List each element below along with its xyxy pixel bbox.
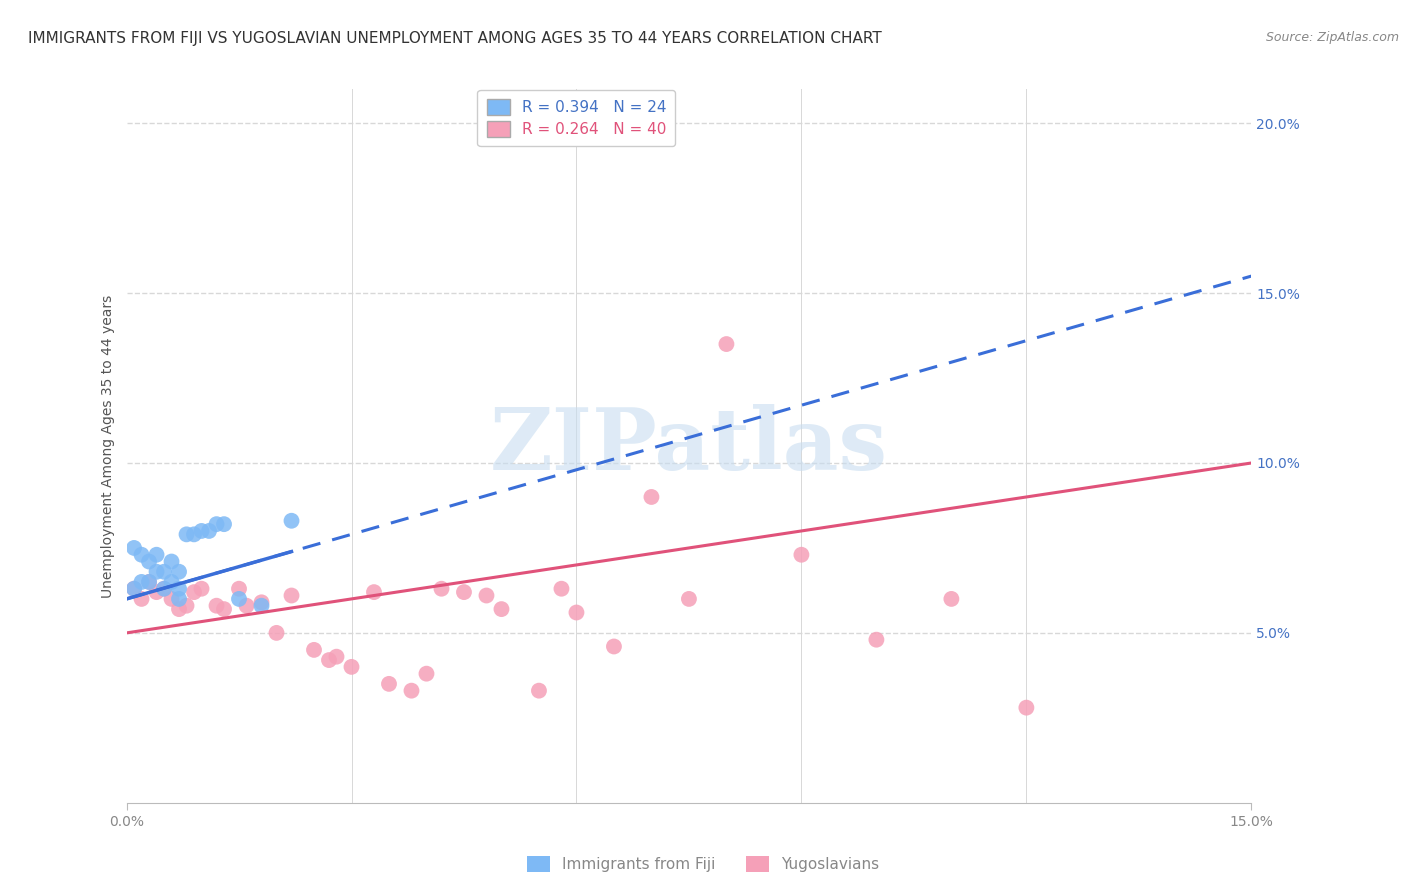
Point [250,599,273,613]
Point [198,524,221,538]
Point [138,574,160,589]
Point [228,591,250,606]
Point [122,582,145,596]
Point [266,626,288,640]
Point [212,517,235,532]
Point [228,582,250,596]
Point [401,683,423,698]
Text: IMMIGRANTS FROM FIJI VS YUGOSLAVIAN UNEMPLOYMENT AMONG AGES 35 TO 44 YEARS CORRE: IMMIGRANTS FROM FIJI VS YUGOSLAVIAN UNEM… [28,31,882,46]
Point [160,591,183,606]
Point [491,602,513,616]
Point [167,582,190,596]
Point [318,653,340,667]
Point [190,582,212,596]
Point [160,555,183,569]
Point [527,683,550,698]
Point [640,490,662,504]
Point [325,649,347,664]
Point [363,585,385,599]
Point [280,514,302,528]
Point [167,591,190,606]
Point [183,527,205,541]
Point [603,640,626,654]
Y-axis label: Unemployment Among Ages 35 to 44 years: Unemployment Among Ages 35 to 44 years [101,294,115,598]
Point [205,517,228,532]
Point [176,599,198,613]
Point [160,574,183,589]
Point [565,606,588,620]
Legend: R = 0.394   N = 24, R = 0.264   N = 40: R = 0.394 N = 24, R = 0.264 N = 40 [478,90,675,146]
Point [205,599,228,613]
Point [430,582,453,596]
Point [131,591,153,606]
Point [138,574,160,589]
Point [131,574,153,589]
Point [716,337,738,351]
Point [167,602,190,616]
Point [865,632,887,647]
Point [1015,700,1038,714]
Point [475,589,498,603]
Point [941,591,963,606]
Point [153,582,176,596]
Point [190,524,212,538]
Point [280,589,302,603]
Point [145,565,167,579]
Point [302,643,325,657]
Text: ZIPatlas: ZIPatlas [489,404,889,488]
Point [415,666,437,681]
Point [176,527,198,541]
Point [145,548,167,562]
Legend: Immigrants from Fiji, Yugoslavians: Immigrants from Fiji, Yugoslavians [519,848,887,880]
Point [153,582,176,596]
Point [131,548,153,562]
Point [790,548,813,562]
Point [183,585,205,599]
Point [340,660,363,674]
Point [550,582,572,596]
Point [122,582,145,596]
Point [138,555,160,569]
Point [167,565,190,579]
Point [678,591,700,606]
Point [453,585,475,599]
Point [235,599,257,613]
Point [378,677,401,691]
Point [212,602,235,616]
Point [145,585,167,599]
Text: Source: ZipAtlas.com: Source: ZipAtlas.com [1265,31,1399,45]
Point [250,595,273,609]
Point [122,541,145,555]
Point [153,565,176,579]
